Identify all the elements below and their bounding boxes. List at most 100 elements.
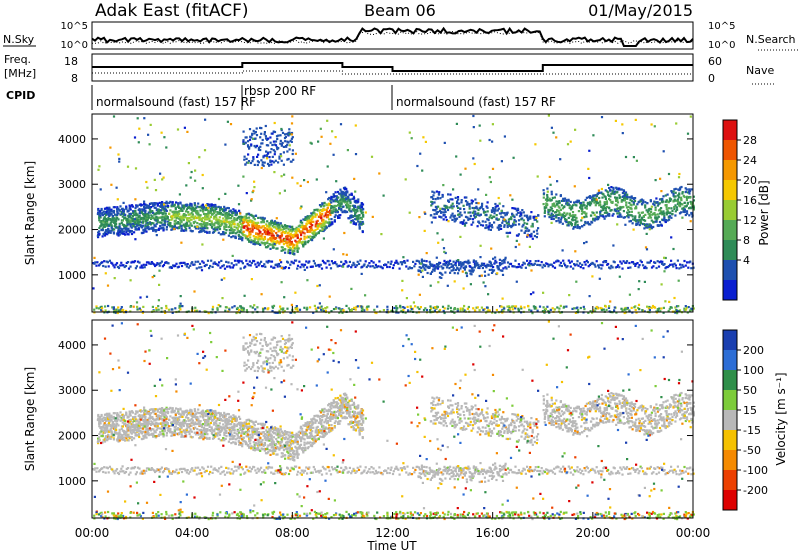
heatmap-cell	[274, 159, 277, 162]
heatmap-cell	[110, 225, 113, 228]
heatmap-cell	[681, 203, 684, 206]
heatmap-cell	[113, 225, 116, 228]
heatmap-cell	[189, 207, 192, 210]
heatmap-cell	[425, 252, 428, 255]
heatmap-cell	[280, 175, 283, 178]
heatmap-cell	[291, 115, 294, 118]
heatmap-cell	[159, 172, 162, 175]
heatmap-cell	[618, 194, 621, 197]
heatmap-cell	[442, 208, 445, 211]
heatmap-cell	[531, 237, 534, 240]
heatmap-cell	[280, 233, 284, 236]
heatmap-cell	[300, 205, 303, 208]
heatmap-cell	[455, 217, 459, 220]
heatmap-cell	[165, 304, 168, 308]
heatmap-cell	[654, 206, 657, 209]
heatmap-cell	[267, 233, 270, 236]
heatmap-cell	[142, 231, 145, 234]
heatmap-cell	[668, 218, 671, 221]
heatmap-cell	[179, 308, 182, 311]
nave-label: Nave	[746, 64, 774, 77]
heatmap-cell	[272, 240, 275, 243]
heatmap-cell	[561, 249, 564, 252]
heatmap-cell	[548, 263, 551, 266]
heatmap-cell	[623, 199, 626, 202]
heatmap-cell	[514, 223, 517, 226]
heatmap-cell	[150, 205, 153, 209]
heatmap-cell	[132, 305, 135, 308]
heatmap-cell	[283, 133, 287, 136]
heatmap-cell	[675, 206, 678, 209]
heatmap-cell	[272, 236, 275, 239]
heatmap-cell	[126, 218, 129, 221]
heatmap-cell	[451, 264, 454, 267]
heatmap-cell	[685, 306, 688, 309]
heatmap-cell	[463, 266, 466, 269]
heatmap-cell	[251, 219, 254, 222]
heatmap-cell	[305, 260, 308, 263]
heatmap-cell	[648, 212, 651, 215]
colorbar-swatch	[723, 120, 737, 141]
heatmap-cell	[231, 231, 234, 235]
heatmap-cell	[654, 261, 657, 264]
heatmap-cell	[269, 160, 272, 163]
heatmap-cell	[173, 223, 176, 227]
heatmap-cell	[599, 201, 602, 204]
heatmap-cell	[566, 265, 569, 268]
heatmap-cell	[145, 261, 149, 264]
heatmap-cell	[663, 270, 666, 273]
heatmap-cell	[260, 217, 263, 220]
heatmap-cell	[662, 210, 665, 213]
heatmap-cell	[153, 224, 156, 227]
heatmap-cell	[572, 227, 575, 230]
heatmap-cell	[663, 263, 666, 266]
heatmap-cell	[197, 214, 200, 217]
heatmap-cell	[364, 260, 367, 263]
heatmap-cell	[279, 139, 282, 142]
heatmap-cell	[310, 212, 313, 215]
heatmap-cell	[474, 212, 477, 216]
heatmap-cell	[547, 114, 550, 117]
heatmap-cell	[488, 216, 491, 219]
heatmap-cell	[353, 205, 356, 208]
heatmap-cell	[269, 151, 272, 154]
heatmap-cell	[129, 279, 132, 282]
heatmap-cell	[270, 222, 273, 225]
heatmap-cell	[217, 304, 220, 307]
heatmap-cell	[594, 310, 597, 313]
heatmap-cell	[636, 203, 639, 206]
heatmap-cell	[182, 207, 185, 210]
heatmap-cell	[516, 234, 520, 237]
heatmap-cell	[641, 264, 645, 267]
heatmap-cell	[154, 206, 157, 209]
heatmap-cell	[652, 221, 655, 224]
heatmap-cell	[154, 225, 157, 228]
heatmap-cell	[663, 217, 666, 220]
heatmap-cell	[556, 306, 559, 309]
heatmap-cell	[545, 262, 548, 265]
heatmap-cell	[152, 310, 155, 313]
heatmap-cell	[142, 216, 145, 220]
heatmap-cell	[236, 217, 239, 220]
heatmap-cell	[279, 259, 282, 262]
heatmap-cell	[593, 219, 596, 222]
heatmap-cell	[360, 205, 364, 209]
heatmap-cell	[193, 225, 196, 228]
heatmap-cell	[530, 235, 533, 238]
heatmap-cell	[104, 218, 107, 221]
heatmap-cell	[129, 212, 132, 215]
heatmap-cell	[470, 273, 473, 276]
heatmap-cell	[271, 155, 274, 158]
heatmap-cell	[312, 311, 315, 314]
heatmap-cell	[248, 224, 251, 227]
heatmap-cell	[604, 260, 608, 264]
heatmap-cell	[234, 232, 237, 235]
heatmap-cell	[265, 154, 269, 157]
heatmap-cell	[530, 225, 533, 228]
heatmap-cell	[613, 192, 616, 196]
heatmap-cell	[279, 222, 282, 225]
heatmap-cell	[622, 195, 625, 198]
heatmap-cell	[199, 205, 202, 209]
heatmap-cell	[138, 127, 141, 130]
heatmap-cell	[632, 228, 635, 231]
